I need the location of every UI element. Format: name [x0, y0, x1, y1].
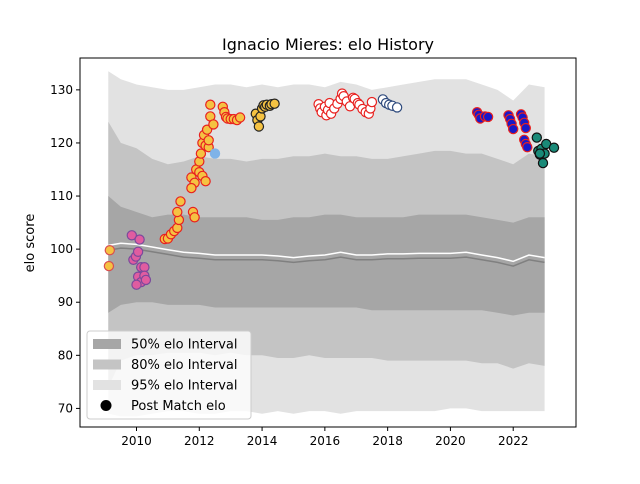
y-tick-label-110: 110 [50, 189, 73, 203]
x-tick-label-2022: 2022 [498, 434, 529, 448]
post-match-point-s8-p7 [548, 142, 560, 153]
legend-box [86, 330, 252, 420]
post-match-point-s0-p0 [104, 244, 116, 256]
plot-area [103, 71, 560, 417]
post-match-point-s2-p24 [203, 135, 214, 146]
y-tick-label-100: 100 [50, 242, 73, 256]
post-match-point-s8-p8 [534, 148, 546, 159]
x-tick-label-2014: 2014 [247, 434, 278, 448]
post-match-point-s7-p8 [508, 123, 519, 135]
legend-label-1: 80% elo Interval [131, 358, 238, 373]
x-tick-label-2012: 2012 [184, 434, 215, 448]
post-match-point-s3-p0 [209, 148, 221, 159]
post-match-point-s6-p4 [391, 102, 403, 113]
legend-swatch-band95 [93, 380, 121, 390]
y-tick-label-80: 80 [58, 348, 73, 362]
post-match-point-s1-p4 [132, 246, 144, 257]
y-axis-label: elo score [23, 214, 38, 273]
legend-label-2: 95% elo Interval [131, 379, 238, 394]
post-match-point-s2-p10 [186, 182, 197, 194]
y-tick-label-90: 90 [58, 295, 73, 309]
mean-elo-line [108, 247, 545, 267]
legend-label-3: Post Match elo [131, 399, 226, 414]
legend-swatch-band50 [93, 339, 121, 349]
post-match-point-s1-p1 [134, 234, 145, 245]
post-match-point-s1-p11 [131, 279, 142, 290]
post-match-point-s5-p23 [366, 96, 378, 108]
post-match-point-s8-p4 [537, 157, 549, 169]
post-match-point-s1-p0 [126, 230, 138, 241]
post-match-point-s2-p35 [234, 112, 246, 123]
post-match-point-s1-p10 [140, 274, 152, 286]
y-tick-label-120: 120 [50, 136, 73, 150]
legend-label-0: 50% elo Interval [131, 338, 238, 353]
post-match-point-s2-p6 [172, 206, 183, 218]
legend-marker-dot [100, 400, 112, 411]
post-match-point-s8-p0 [531, 132, 543, 143]
post-match-point-s0-p1 [103, 260, 115, 272]
post-match-point-s4-p10 [269, 98, 280, 109]
axes: 2010 2012 2014 2016 2018 2020 2022 70 80 90 100 110… [50, 57, 577, 448]
y-tick-label-130: 130 [50, 83, 73, 97]
post-match-point-s2-p27 [205, 99, 216, 110]
legend-swatch-band80 [93, 359, 121, 370]
x-tick-label-2018: 2018 [372, 434, 403, 448]
post-match-point-s1-p6 [139, 262, 150, 273]
post-match-point-s2-p7 [175, 196, 186, 207]
post-match-point-s7-p12 [520, 122, 532, 134]
post-match-point-s2-p18 [195, 148, 207, 159]
x-tick-label-2016: 2016 [310, 434, 341, 448]
legend: 50% elo Interval 80% elo Interval 95% elo … [86, 330, 252, 420]
post-match-point-s2-p16 [200, 175, 211, 187]
median-elo-line [108, 242, 545, 263]
post-match-point-s7-p15 [522, 141, 533, 153]
x-tick-label-2020: 2020 [435, 434, 466, 448]
post-match-point-s2-p26 [208, 119, 219, 130]
post-match-point-s4-p2 [253, 121, 265, 132]
post-match-point-s2-p12 [189, 212, 200, 223]
x-tick-label-2010: 2010 [121, 434, 152, 448]
chart-title: Ignacio Mieres: elo History [222, 35, 434, 54]
axes-frame [79, 57, 577, 428]
y-tick-label-70: 70 [58, 401, 73, 415]
post-match-point-s7-p4 [482, 111, 494, 123]
band-50 [108, 196, 545, 316]
